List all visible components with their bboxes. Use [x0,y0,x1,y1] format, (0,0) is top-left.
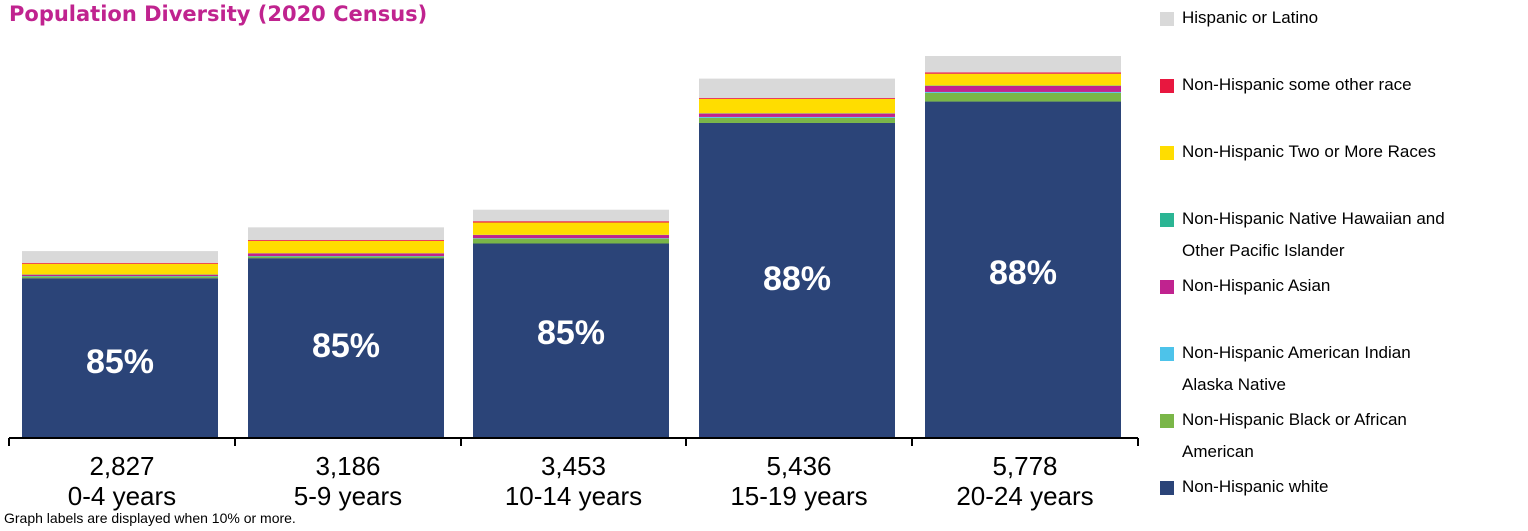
bar-segment-7 [22,262,218,264]
legend-swatch [1160,280,1174,294]
x-tick-label: 20-24 years [956,481,1093,511]
bar-segment-1 [473,243,669,438]
legend-label-line: Non-Hispanic white [1182,477,1329,496]
legend-label: Non-Hispanic Asian [1182,270,1330,302]
legend-label-line: Other Pacific Islander [1182,241,1345,260]
legend-swatch [1160,79,1174,93]
legend-label: Non-Hispanic Native Hawaiian and Other Pa… [1182,203,1445,267]
bar-segment-2 [473,238,669,244]
legend-label: Non-Hispanic Two or More Races [1182,136,1436,168]
bar-percent-label: 85% [86,343,154,381]
bar-segment-4 [22,274,218,277]
x-tick-label: 0-4 years [68,481,176,511]
bar-segment-2 [22,276,218,279]
bar-segment-2 [699,117,895,123]
x-tick-label: 5-9 years [294,481,402,511]
legend-item: Non-Hispanic Two or More Races [1160,142,1436,168]
bar-segment-6 [925,73,1121,86]
legend-item: Non-Hispanic Asian [1160,276,1330,302]
legend-label-line: Non-Hispanic some other race [1182,75,1412,94]
x-tick-total: 5,436 [766,451,831,481]
legend-swatch [1160,347,1174,361]
legend-label-line: Hispanic or Latino [1182,8,1319,27]
bar-segment-1 [248,258,444,438]
legend-label: Hispanic or Latino [1182,2,1318,34]
legend-item: Non-Hispanic some other race [1160,75,1412,101]
bar-segment-4 [699,113,895,117]
footnote: Graph labels are displayed when 10% or m… [4,510,296,526]
bar-segment-4 [473,235,669,239]
bar-segment-6 [699,98,895,114]
bar-segment-2 [925,92,1121,102]
legend-label: Non-Hispanic some other race [1182,69,1412,101]
bar-segment-7 [925,72,1121,74]
bar-segment-2 [248,256,444,259]
legend-label: Non-Hispanic American Indian Alaska Nativ… [1182,337,1411,401]
legend-label-line: American [1182,442,1254,461]
bar-segment-8 [473,209,669,222]
bar-segment-4 [925,85,1121,92]
bar-percent-label: 85% [537,314,605,352]
legend-label-line: Non-Hispanic Native Hawaiian and [1182,209,1445,228]
bar-segment-1 [22,278,218,438]
bar-segment-4 [248,253,444,256]
legend-label-line: Non-Hispanic Black or African [1182,410,1407,429]
legend-item: Hispanic or Latino [1160,8,1318,34]
bar-segment-8 [925,56,1121,73]
legend-swatch [1160,146,1174,160]
legend-item: Non-Hispanic Native Hawaiian and Other Pa… [1160,209,1445,267]
bar-segment-6 [248,240,444,254]
legend-swatch [1160,481,1174,495]
bar-segment-1 [925,101,1121,439]
legend-label-line: Non-Hispanic Two or More Races [1182,142,1436,161]
bar-segment-7 [699,98,895,99]
legend-swatch [1160,414,1174,428]
bar-segment-3 [925,91,1121,93]
bar-segment-6 [473,222,669,235]
chart-title: Population Diversity (2020 Census) [9,2,428,26]
bar-percent-label: 88% [989,254,1057,292]
x-tick-label: 10-14 years [505,481,642,511]
bar-labels-layer: 85% 85% 85% 88% 88% [86,254,1057,381]
legend-label: Non-Hispanic white [1182,471,1328,503]
bar-percent-label: 85% [312,327,380,365]
legend-label-line: Non-Hispanic Asian [1182,276,1331,295]
bar-segment-8 [248,227,444,241]
bar-segment-8 [22,251,218,263]
x-tick-total: 3,186 [315,451,380,481]
bar-segment-8 [699,78,895,99]
legend-item: Non-Hispanic white [1160,477,1328,503]
bar-segment-1 [699,122,895,438]
x-tick-total: 2,827 [89,451,154,481]
bar-segment-7 [248,240,444,241]
legend-label-line: Alaska Native [1182,375,1286,394]
bars-layer [22,56,1121,439]
bar-segment-6 [22,263,218,275]
legend-swatch [1160,213,1174,227]
x-tick-label: 15-19 years [730,481,867,511]
x-tick-total: 5,778 [992,451,1057,481]
legend-item: Non-Hispanic American Indian Alaska Nativ… [1160,343,1411,401]
bar-segment-7 [473,221,669,223]
legend-label: Non-Hispanic Black or African American [1182,404,1407,468]
legend-label-line: Non-Hispanic American Indian [1182,343,1411,362]
legend-item: Non-Hispanic Black or African American [1160,410,1407,468]
bar-percent-label: 88% [763,260,831,298]
bar-segment-3 [699,116,895,118]
legend-swatch [1160,12,1174,26]
x-tick-total: 3,453 [541,451,606,481]
legend: Hispanic or Latino Non-Hispanic some othe… [1160,0,1528,531]
